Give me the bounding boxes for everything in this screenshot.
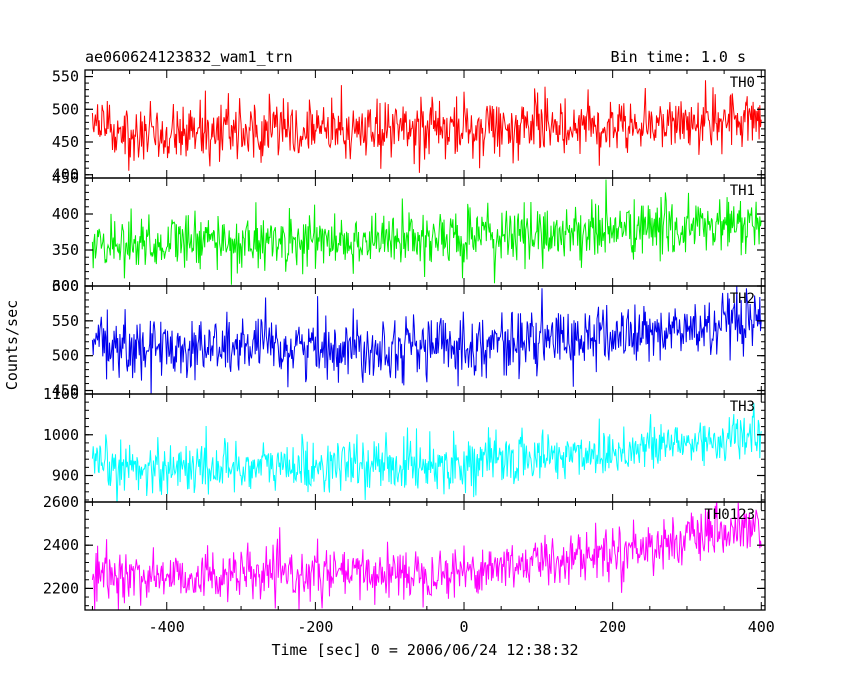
panel-label-th1: TH1 bbox=[730, 183, 755, 199]
panel-th3: 900 1000 1100 TH3 bbox=[43, 385, 766, 503]
y-tick-label: 350 bbox=[52, 241, 79, 259]
y-tick-label: 500 bbox=[52, 347, 79, 365]
y-tick-label: 1000 bbox=[43, 426, 79, 444]
y-tick-label: 900 bbox=[52, 467, 79, 485]
x-tick-label: 0 bbox=[460, 618, 469, 636]
y-tick-label: 550 bbox=[52, 312, 79, 330]
series-th0 bbox=[91, 80, 762, 173]
y-tick-label: 450 bbox=[52, 133, 79, 151]
y-tick-label: 300 bbox=[52, 277, 79, 295]
panel-label-th2: TH2 bbox=[730, 291, 755, 307]
x-axis: -400 -200 0 200 400 bbox=[149, 618, 775, 636]
y-tick-label: 1100 bbox=[43, 385, 79, 403]
panel-th0123: 2200 2400 2600 TH0123 bbox=[43, 493, 766, 611]
y-axis-label: Counts/sec bbox=[3, 300, 21, 390]
y-tick-label: 450 bbox=[52, 382, 79, 400]
x-tick-label: -200 bbox=[297, 618, 333, 636]
panel-label-th0: TH0 bbox=[730, 75, 755, 91]
x-tick-label: 400 bbox=[748, 618, 775, 636]
panel-frame bbox=[84, 501, 766, 611]
series-th3 bbox=[91, 403, 762, 502]
panel-label-th0123: TH0123 bbox=[704, 507, 755, 523]
x-tick-label: -400 bbox=[149, 618, 185, 636]
x-tick-label: 200 bbox=[599, 618, 626, 636]
y-tick-label: 400 bbox=[52, 166, 79, 184]
panel-th2: 450 500 550 600 TH2 bbox=[52, 277, 766, 400]
bin-time-label: Bin time: 1.0 s bbox=[611, 48, 746, 66]
x-axis-label: Time [sec] 0 = 2006/06/24 12:38:32 bbox=[271, 641, 578, 659]
y-tick-label: 450 bbox=[52, 169, 79, 187]
series-th2 bbox=[91, 286, 762, 394]
y-tick-label: 2600 bbox=[43, 493, 79, 511]
series-th0123 bbox=[91, 502, 762, 610]
panel-label-th3: TH3 bbox=[730, 399, 755, 415]
y-tick-label: 600 bbox=[52, 277, 79, 295]
series-th1 bbox=[91, 179, 762, 285]
plot-title: ae060624123832_wam1_trn bbox=[85, 48, 293, 66]
y-tick-label: 500 bbox=[52, 100, 79, 118]
y-tick-label: 2400 bbox=[43, 536, 79, 554]
y-tick-label: 400 bbox=[52, 205, 79, 223]
y-tick-label: 550 bbox=[52, 68, 79, 86]
y-tick-label: 2200 bbox=[43, 579, 79, 597]
